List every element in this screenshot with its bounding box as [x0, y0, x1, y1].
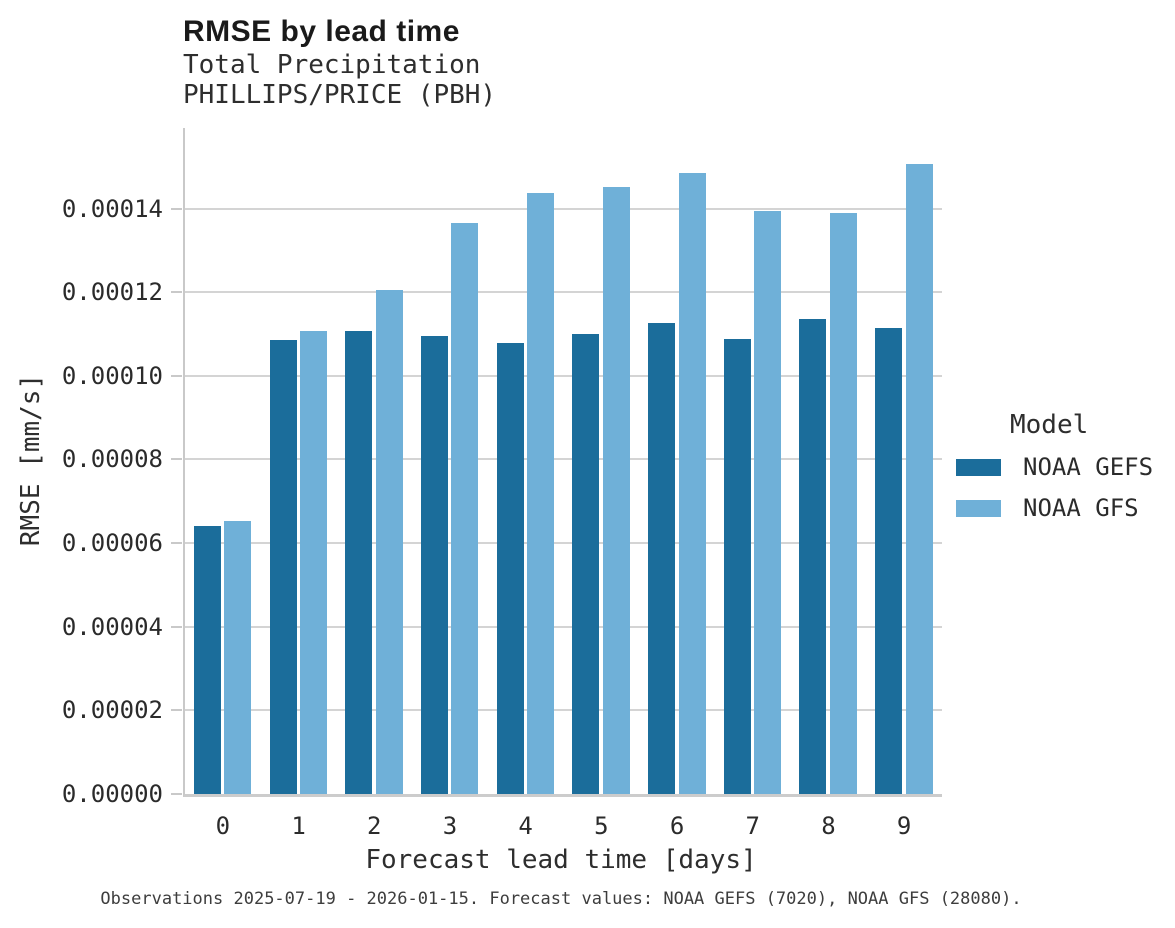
bar-noaa-gefs-day-5 [572, 334, 599, 794]
gridline-0.00004 [185, 625, 942, 628]
y-tick-mark-0.00004 [171, 625, 182, 628]
legend-swatch-noaa-gfs [956, 499, 1001, 517]
bar-noaa-gfs-day-4 [527, 193, 554, 794]
bar-noaa-gefs-day-6 [648, 323, 675, 794]
x-tick-label-5: 5 [594, 812, 609, 840]
y-tick-mark-0.00012 [171, 291, 182, 294]
caption: Observations 2025-07-19 - 2026-01-15. Fo… [100, 889, 1022, 909]
legend-label-noaa-gefs: NOAA GEFS [1023, 453, 1154, 481]
legend-item-noaa-gefs: NOAA GEFS [956, 453, 1153, 481]
bar-noaa-gefs-day-2 [345, 331, 372, 794]
gridline-0.00008 [185, 458, 942, 461]
legend-label-noaa-gfs: NOAA GFS [1023, 494, 1139, 522]
bar-noaa-gfs-day-6 [679, 173, 706, 794]
bar-noaa-gfs-day-5 [603, 187, 630, 794]
x-tick-label-4: 4 [518, 812, 533, 840]
legend-title: Model [1010, 410, 1089, 440]
y-tick-label-0.00010: 0.00010 [61, 361, 163, 390]
x-tick-label-3: 3 [442, 812, 458, 840]
title-block: RMSE by lead time Total Precipitation PH… [183, 14, 496, 110]
x-tick-label-7: 7 [745, 812, 760, 840]
y-tick-label-0.00000: 0.00000 [61, 780, 163, 808]
gridline-0.00002 [185, 709, 942, 712]
bar-noaa-gefs-day-1 [270, 340, 297, 794]
bar-noaa-gefs-day-9 [875, 328, 902, 794]
gridline-0.00014 [185, 207, 942, 210]
bar-noaa-gefs-day-3 [421, 336, 448, 794]
y-tick-mark-0.00010 [171, 374, 182, 377]
y-tick-label-0.00008: 0.00008 [61, 445, 163, 474]
bar-noaa-gefs-day-0 [194, 526, 221, 794]
bar-noaa-gfs-day-0 [224, 521, 251, 794]
y-tick-mark-0.00002 [171, 709, 182, 712]
bar-noaa-gfs-day-8 [830, 213, 857, 794]
gridline-0.00010 [185, 374, 942, 377]
x-tick-label-6: 6 [669, 812, 685, 840]
y-tick-mark-0.00006 [171, 542, 182, 545]
bar-noaa-gfs-day-1 [300, 331, 327, 794]
y-tick-mark-0.00014 [171, 207, 182, 210]
x-tick-label-1: 1 [291, 812, 306, 840]
y-tick-mark-0.00000 [171, 793, 182, 795]
x-axis-label: Forecast lead time [days] [365, 845, 757, 875]
y-tick-mark-0.00008 [171, 458, 182, 461]
y-tick-label-0.00004: 0.00004 [61, 612, 163, 641]
chart-subtitle-variable: Total Precipitation [183, 50, 481, 80]
legend: Model NOAA GEFS NOAA GFS [956, 410, 1153, 522]
plot-area: 0.00000 0.00002 0.00004 0.00006 0.00008 0.000… [62, 128, 942, 840]
bar-noaa-gefs-day-7 [724, 339, 751, 794]
bar-noaa-gefs-day-4 [497, 343, 524, 794]
legend-item-noaa-gfs: NOAA GFS [956, 494, 1153, 522]
bar-noaa-gefs-day-8 [799, 319, 826, 794]
chart-title: RMSE by lead time [183, 15, 460, 48]
y-tick-label-0.00002: 0.00002 [61, 696, 163, 725]
x-tick-label-8: 8 [821, 812, 836, 840]
x-tick-label-0: 0 [215, 812, 231, 840]
bar-noaa-gfs-day-3 [451, 223, 478, 794]
y-tick-label-0.00012: 0.00012 [61, 278, 163, 307]
bar-noaa-gfs-day-2 [376, 290, 403, 794]
bar-noaa-gfs-day-9 [906, 164, 933, 794]
gridline-0.00012 [185, 291, 942, 294]
y-tick-label-0.00014: 0.00014 [61, 194, 163, 223]
y-tick-label-0.00006: 0.00006 [61, 529, 163, 558]
bar-noaa-gfs-day-7 [754, 211, 781, 794]
gridline-0.00006 [185, 542, 942, 545]
legend-swatch-noaa-gefs [956, 458, 1001, 476]
x-tick-label-9: 9 [896, 812, 912, 840]
x-tick-label-2: 2 [367, 812, 382, 840]
chart-subtitle-station: PHILLIPS/PRICE (PBH) [183, 80, 497, 110]
